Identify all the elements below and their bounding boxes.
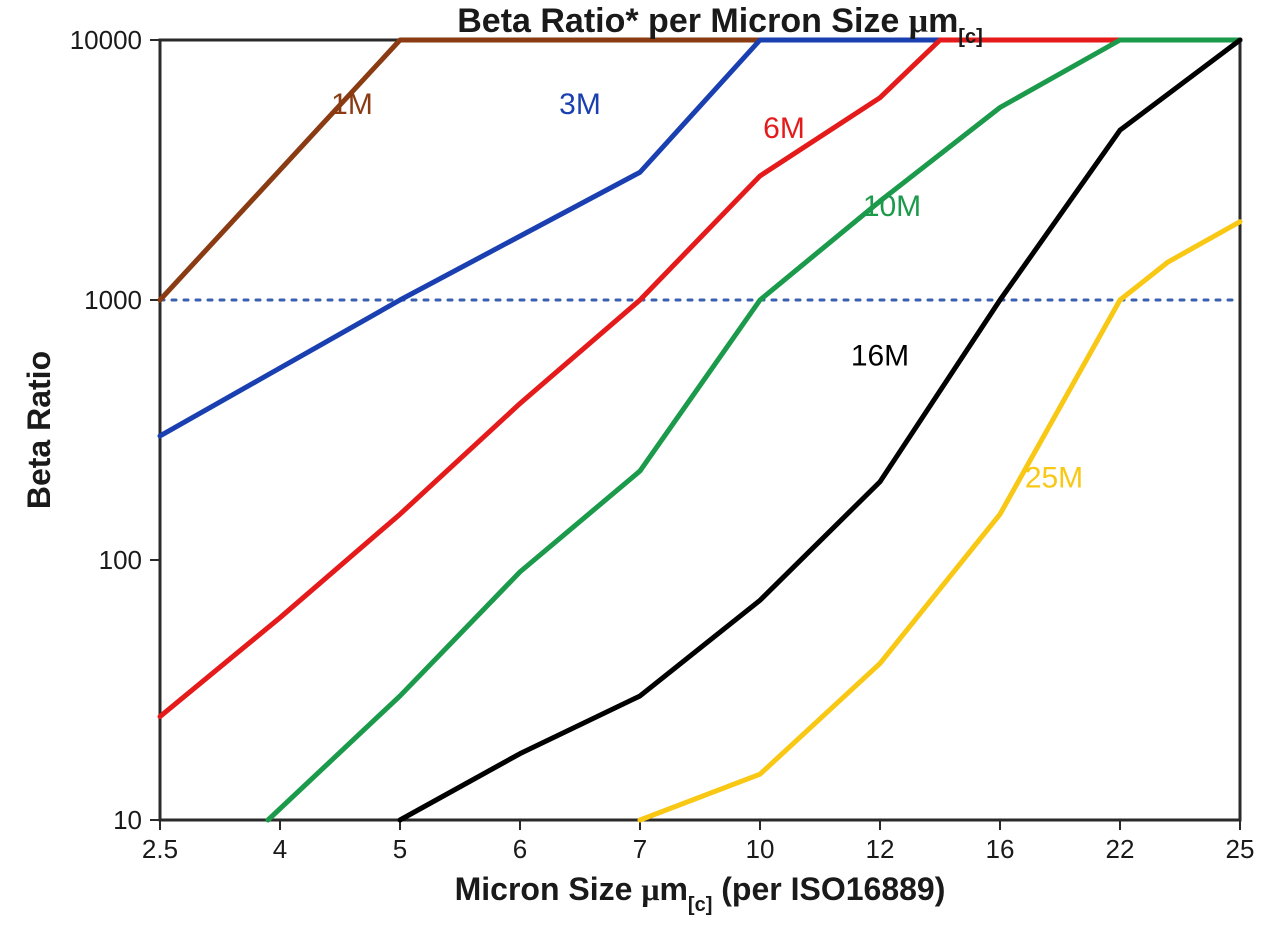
x-tick-label: 2.5	[142, 834, 178, 864]
y-tick-label: 100	[99, 545, 142, 575]
x-tick-label: 25	[1226, 834, 1255, 864]
chart-container: 10 100 1000 10000 2.5 4 5 6 7 10 12 16 22 25 1M 3M 6M 10M…	[0, 0, 1271, 930]
y-axis-title: Beta Ratio	[21, 351, 57, 509]
series-label: 6M	[763, 112, 805, 145]
x-tick-label: 12	[866, 834, 895, 864]
series-label: 10M	[863, 190, 921, 223]
series-label: 16M	[851, 339, 909, 372]
x-tick-label: 7	[633, 834, 647, 864]
x-tick-label: 22	[1106, 834, 1135, 864]
series-label: 1M	[331, 88, 373, 121]
series-label: 25M	[1025, 462, 1083, 495]
x-tick-label: 6	[513, 834, 527, 864]
x-tick-label: 4	[273, 834, 287, 864]
y-tick-label: 1000	[84, 285, 142, 315]
x-tick-label: 5	[393, 834, 407, 864]
series-label: 3M	[559, 88, 601, 121]
beta-ratio-chart: 10 100 1000 10000 2.5 4 5 6 7 10 12 16 22 25 1M 3M 6M 10M…	[0, 0, 1271, 930]
x-tick-label: 16	[986, 834, 1015, 864]
x-tick-label: 10	[746, 834, 775, 864]
y-tick-label: 10	[113, 805, 142, 835]
y-tick-label: 10000	[70, 25, 142, 55]
